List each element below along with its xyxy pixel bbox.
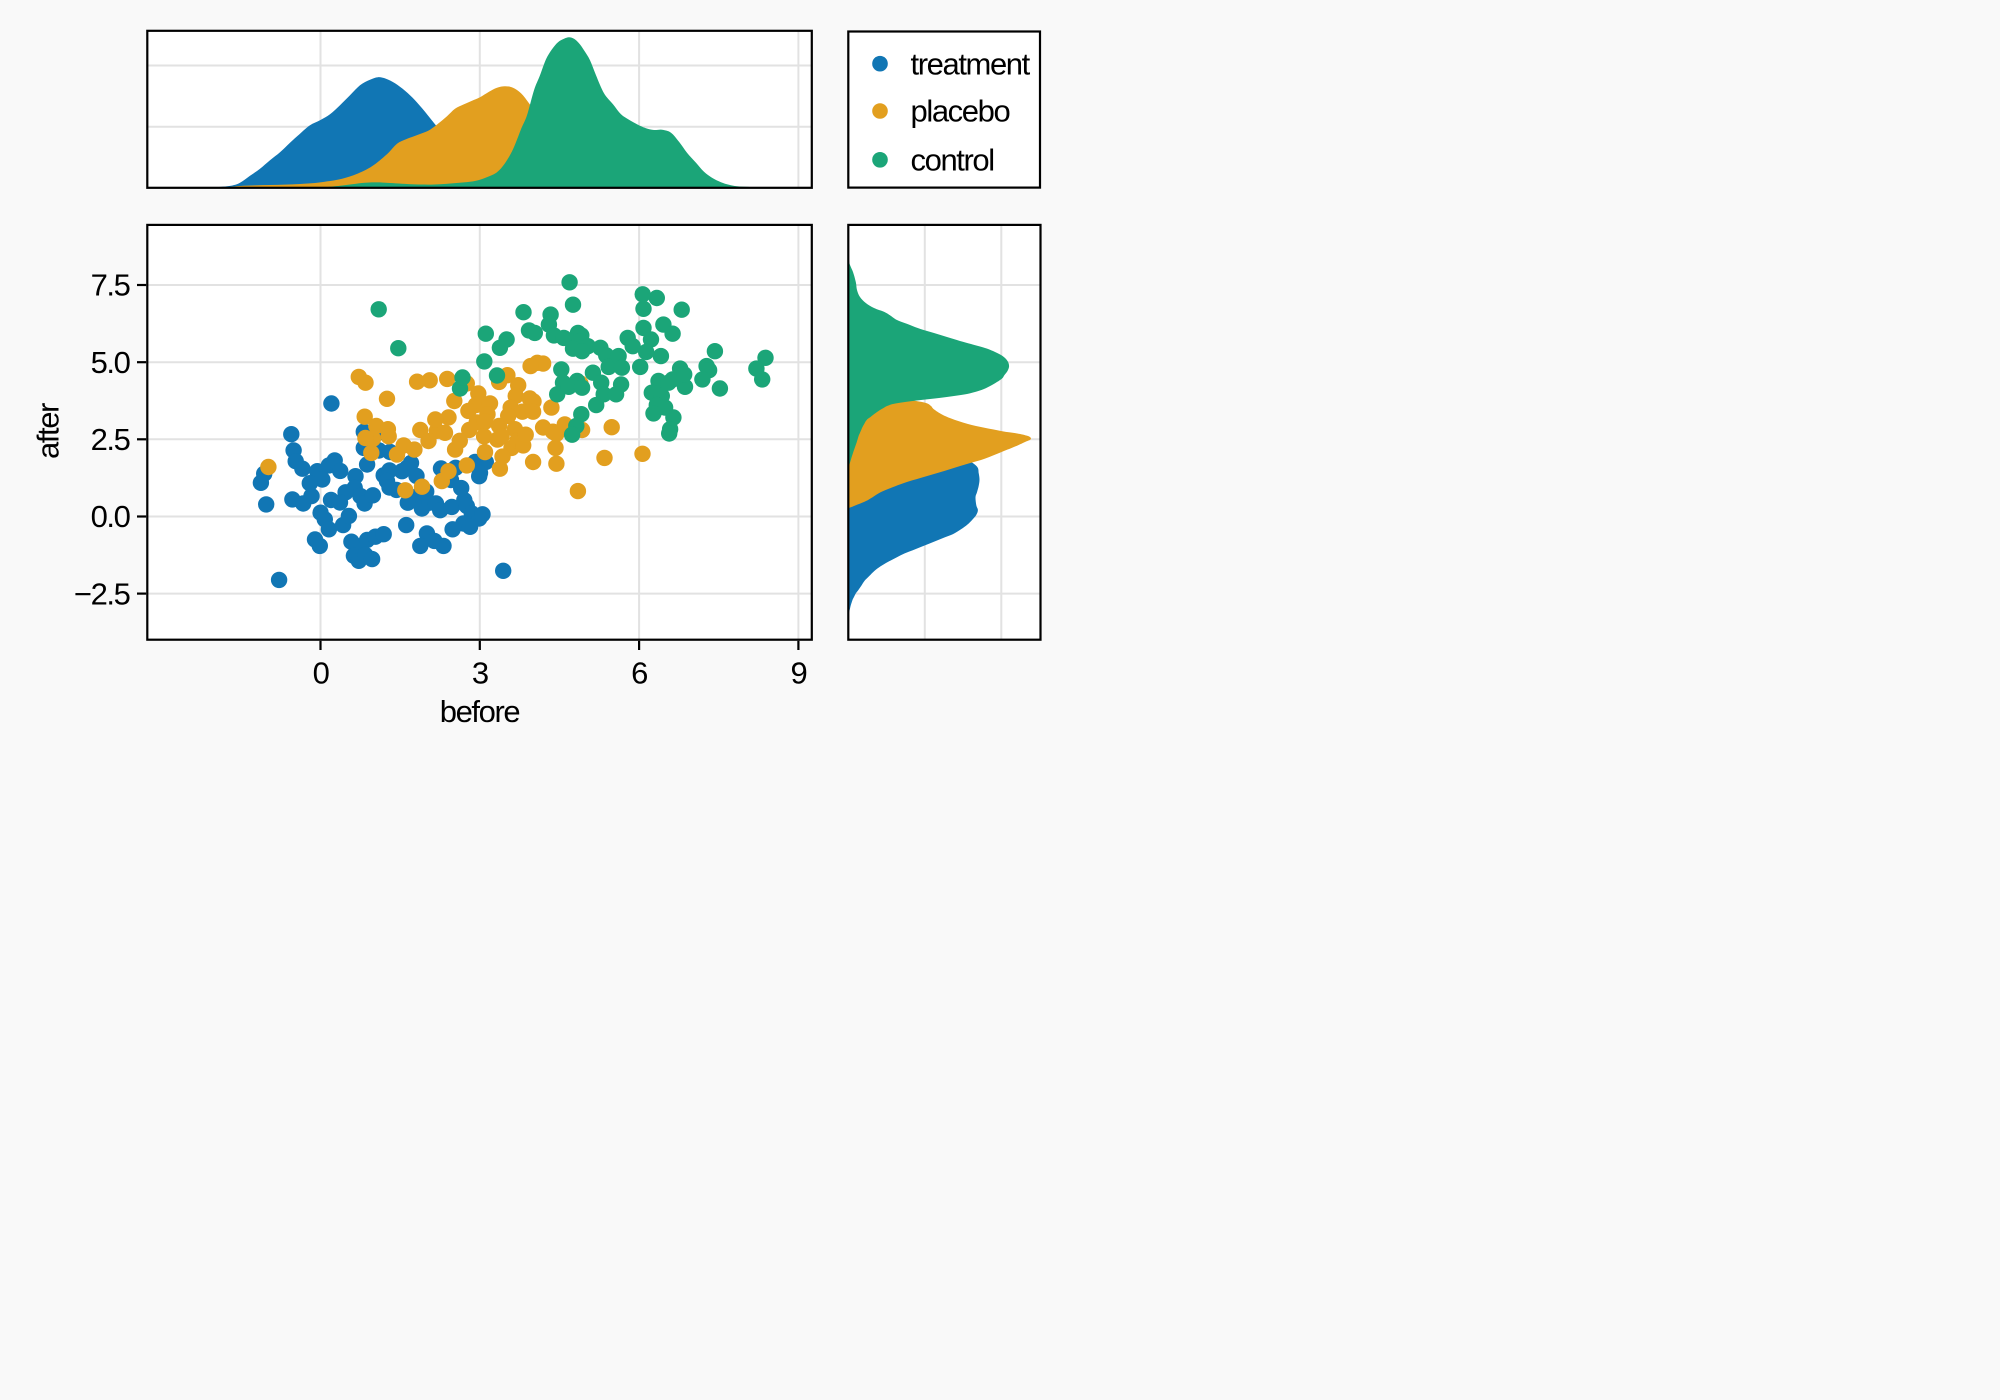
svg-text:2.5: 2.5	[91, 422, 130, 457]
svg-text:placebo: placebo	[911, 94, 1010, 129]
svg-text:control: control	[911, 143, 994, 178]
svg-text:6: 6	[631, 656, 647, 691]
svg-text:5.0: 5.0	[91, 345, 131, 380]
svg-text:after: after	[31, 403, 66, 459]
svg-text:before: before	[440, 694, 520, 729]
svg-text:−2.5: −2.5	[74, 576, 130, 611]
svg-text:0: 0	[313, 656, 330, 691]
svg-text:treatment: treatment	[911, 46, 1031, 81]
svg-text:9: 9	[790, 656, 806, 691]
svg-text:7.5: 7.5	[91, 268, 130, 303]
svg-text:0.0: 0.0	[91, 499, 131, 534]
svg-text:3: 3	[472, 656, 488, 691]
